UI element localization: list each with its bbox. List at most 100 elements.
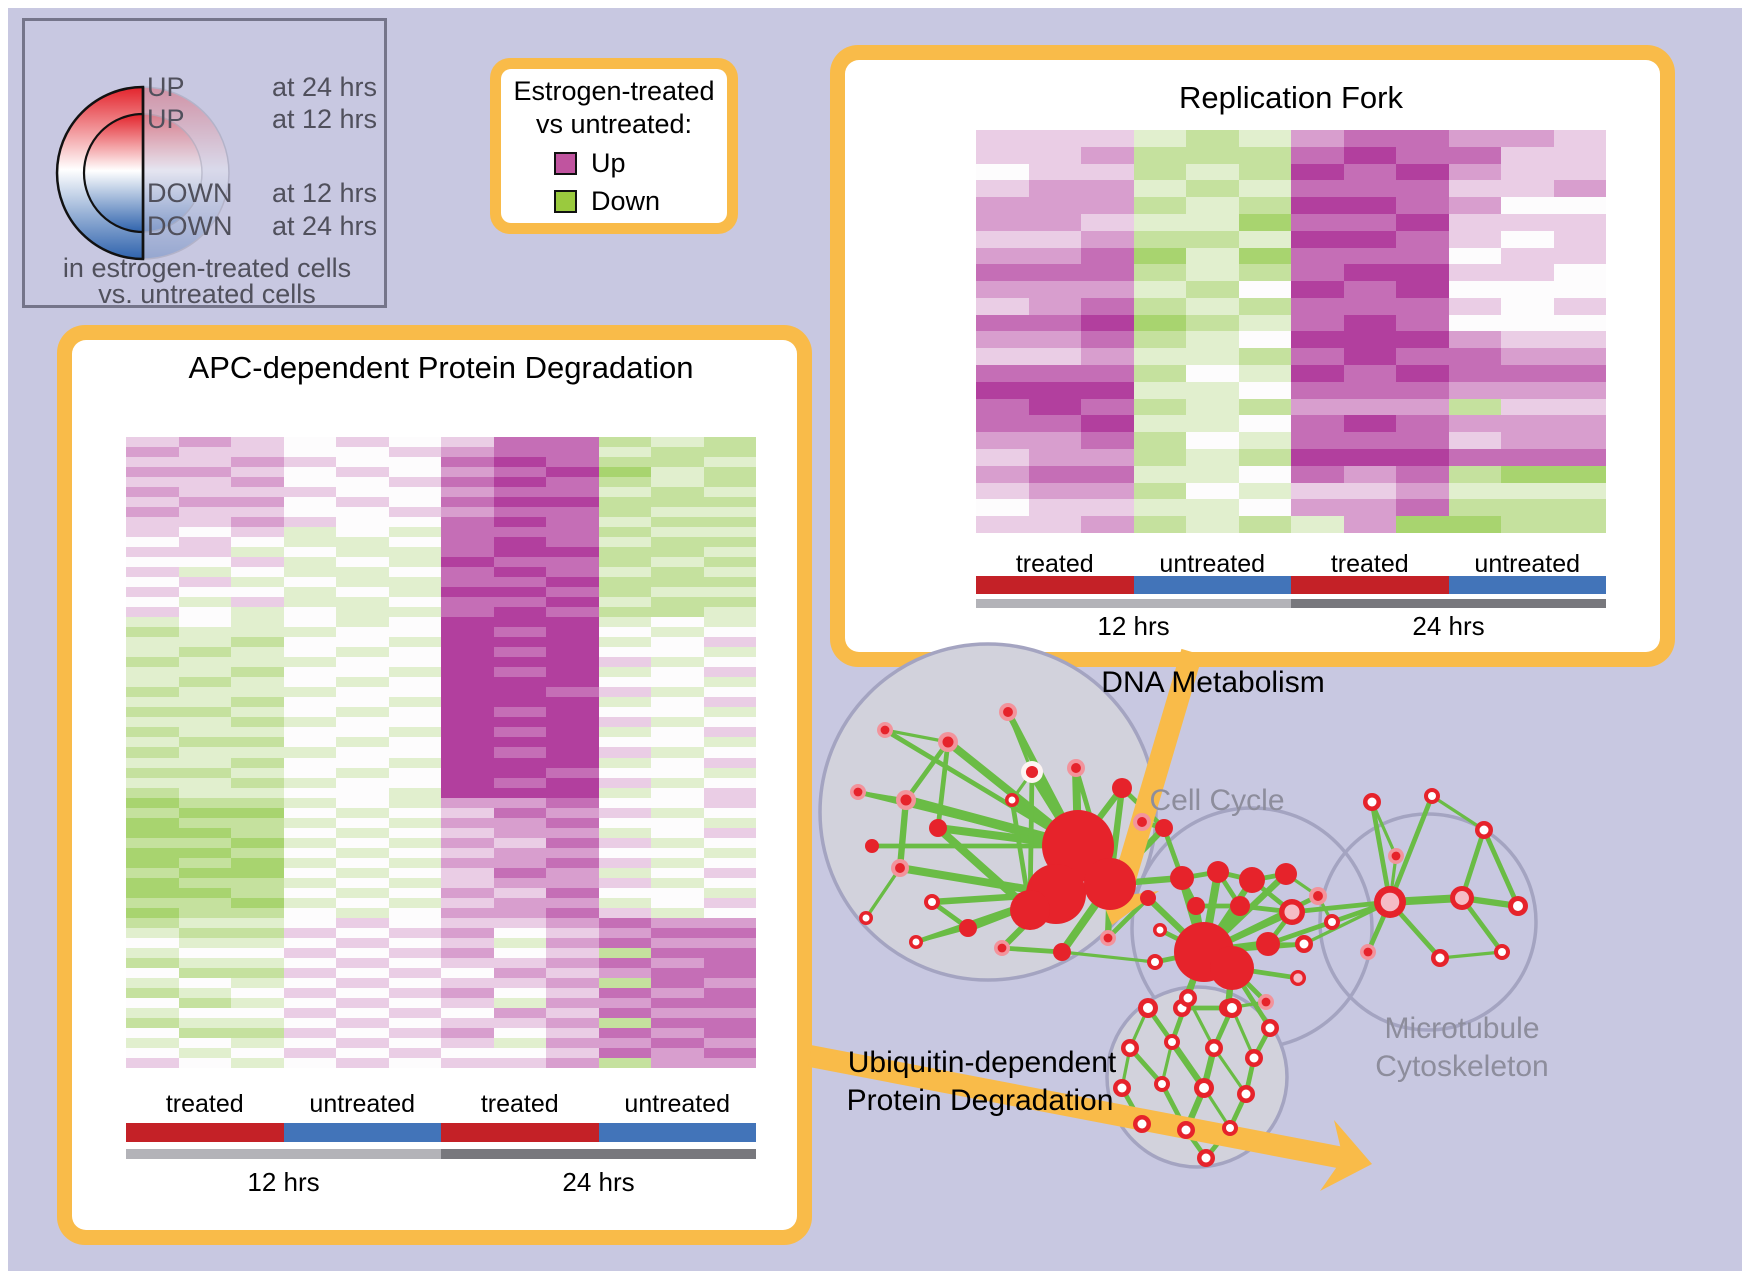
heatmap-cell: [651, 957, 704, 968]
heatmap-cell: [231, 477, 284, 488]
heatmap-cell: [126, 987, 179, 998]
time-bar: [126, 1149, 441, 1159]
heatmap-cell: [178, 827, 231, 838]
heatmap-cell: [546, 967, 599, 978]
network-node-core: [1137, 1119, 1147, 1129]
heatmap-cell: [598, 467, 651, 478]
heatmap-cell: [336, 527, 389, 538]
heatmap-cell: [703, 847, 756, 858]
legend-up-24: UP: [147, 72, 185, 102]
down-label: Down: [591, 186, 661, 216]
heatmap-cell: [336, 1047, 389, 1058]
heatmap-cell: [388, 957, 441, 968]
network-edge: [1370, 800, 1398, 858]
heatmap-cell: [1501, 197, 1554, 214]
heatmap-cell: [1291, 381, 1344, 399]
heatmap-cell: [1291, 180, 1344, 198]
heatmap-cell: [1553, 230, 1606, 248]
heatmap-cell: [1186, 381, 1239, 399]
heatmap-cell: [703, 507, 756, 518]
heatmap-cell: [976, 516, 1029, 533]
heatmap-cell: [703, 627, 756, 638]
heatmap-cell: [546, 637, 599, 648]
heatmap-cell: [388, 777, 441, 788]
heatmap-cell: [388, 587, 441, 598]
network-node: [1140, 890, 1156, 906]
heatmap-cell: [231, 987, 284, 998]
heatmap-cell: [336, 1057, 389, 1068]
heatmap-cell: [1291, 348, 1344, 366]
apc-panel: APC-dependent Protein Degradation treate…: [57, 325, 812, 1245]
heatmap-cell: [388, 547, 441, 558]
heatmap-cell: [1501, 163, 1554, 181]
heatmap-cell: [651, 837, 704, 848]
heatmap-cell: [651, 437, 704, 448]
heatmap-cell: [976, 365, 1029, 382]
condition-label: untreated: [624, 1090, 731, 1118]
heatmap-cell: [1186, 180, 1239, 198]
network-node: [1230, 896, 1250, 916]
heatmap-cell: [703, 897, 756, 908]
heatmap-cell: [598, 697, 651, 708]
heatmap-cell: [231, 537, 284, 548]
heatmap-cell: [1028, 499, 1081, 517]
heatmap-cell: [546, 627, 599, 638]
heatmap-cell: [651, 997, 704, 1008]
heatmap-cell: [388, 797, 441, 808]
heatmap-cell: [388, 787, 441, 798]
heatmap-cell: [1343, 415, 1396, 433]
heatmap-cell: [388, 507, 441, 518]
heatmap-cell: [1133, 297, 1186, 315]
heatmap-cell: [388, 447, 441, 458]
heatmap-cell: [231, 947, 284, 958]
heatmap-cell: [1081, 163, 1134, 181]
network-node-core: [1428, 792, 1436, 800]
condition-bar: [598, 1123, 756, 1142]
legend-item-down: Down: [554, 186, 674, 217]
heatmap-cell: [493, 1047, 546, 1058]
heatmap-cell: [546, 457, 599, 468]
heatmap-cell: [1186, 247, 1239, 265]
condition-label: treated: [1330, 550, 1409, 578]
heatmap-cell: [703, 687, 756, 698]
heatmap-cell: [126, 927, 179, 938]
network-edge: [1186, 996, 1216, 1050]
heatmap-cell: [126, 787, 179, 798]
heatmap-cell: [1186, 482, 1239, 500]
rf-group-bars: [976, 576, 1606, 594]
heatmap-cell: [126, 637, 179, 648]
heatmap-cell: [231, 547, 284, 558]
heatmap-cell: [1186, 230, 1239, 248]
network-node-core: [1199, 1083, 1209, 1093]
heatmap-cell: [388, 937, 441, 948]
heatmap-cell: [283, 517, 336, 528]
heatmap-cell: [1396, 381, 1449, 399]
heatmap-cell: [283, 687, 336, 698]
network-node: [1275, 863, 1297, 885]
cluster-label: DNA Metabolism: [1101, 666, 1324, 699]
heatmap-cell: [598, 1017, 651, 1028]
heatmap-cell: [1081, 230, 1134, 248]
heatmap-cell: [283, 817, 336, 828]
heatmap-cell: [1501, 449, 1554, 466]
heatmap-cell: [1553, 146, 1606, 164]
heatmap-cell: [231, 917, 284, 928]
heatmap-cell: [178, 977, 231, 988]
heatmap-cell: [651, 587, 704, 598]
heatmap-cell: [178, 807, 231, 818]
heatmap-cell: [441, 497, 494, 508]
heatmap-cell: [231, 587, 284, 598]
condition-bar: [1291, 576, 1449, 594]
heatmap-cell: [1448, 230, 1501, 248]
heatmap-cell: [1186, 432, 1239, 450]
heatmap-cell: [1501, 247, 1554, 265]
network-edge: [882, 727, 1081, 849]
heatmap-cell: [441, 907, 494, 918]
heatmap-cell: [1553, 314, 1606, 332]
heatmap-cell: [126, 607, 179, 618]
heatmap-cell: [178, 577, 231, 588]
heatmap-cell: [598, 477, 651, 488]
heatmap-cell: [283, 1047, 336, 1058]
network-node-core: [1151, 958, 1159, 966]
